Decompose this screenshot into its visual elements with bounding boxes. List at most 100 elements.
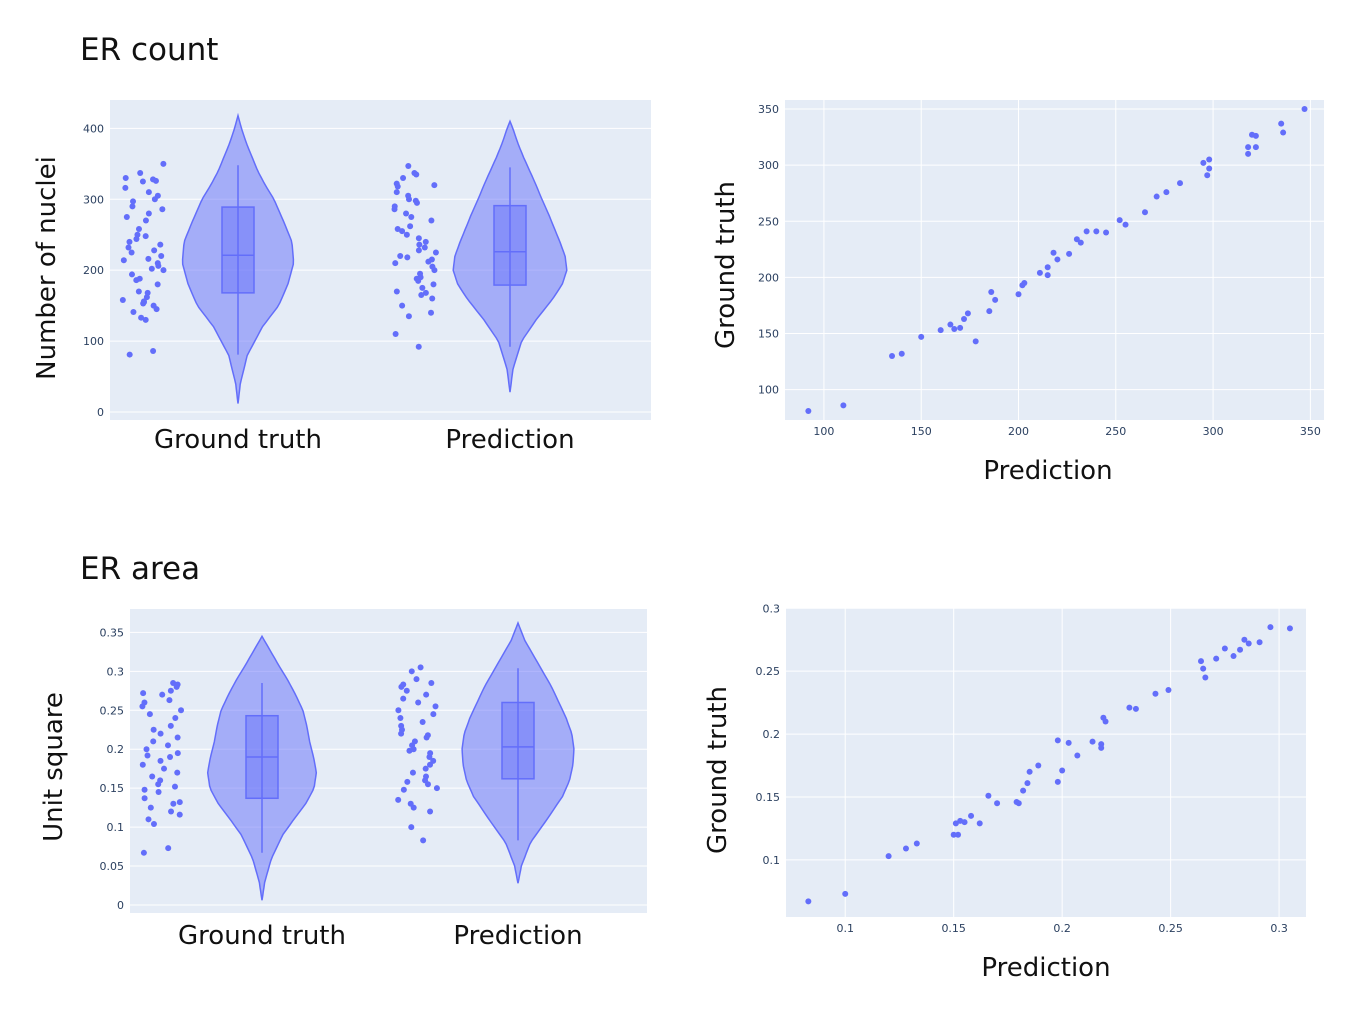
data-point: [420, 837, 427, 844]
data-point: [397, 715, 404, 722]
data-point: [395, 796, 402, 803]
y-tick-label: 0.1: [763, 854, 781, 867]
data-point: [1015, 291, 1022, 298]
data-point: [176, 799, 183, 806]
er-count-scatter-chart: 100 150 200 250 300 350 100 150 200 250 300 350 Pred…: [711, 100, 1324, 486]
data-point: [428, 309, 435, 316]
data-point: [1132, 705, 1139, 712]
x-category-label: Ground truth: [178, 921, 346, 951]
data-point: [1035, 762, 1042, 769]
data-point: [123, 214, 130, 220]
x-tick-label: 250: [1105, 425, 1126, 438]
data-point: [1065, 739, 1072, 746]
data-point: [151, 247, 158, 254]
plot-background: [786, 608, 1306, 917]
data-point: [150, 738, 157, 745]
x-tick-label: 300: [1203, 425, 1224, 438]
data-point: [429, 263, 436, 270]
data-point: [1021, 280, 1028, 287]
data-point: [138, 314, 145, 321]
data-point: [409, 769, 416, 776]
x-tick-label: 0.15: [941, 922, 966, 935]
data-point: [126, 351, 133, 358]
data-point: [952, 820, 959, 827]
data-point: [1103, 229, 1110, 236]
data-point: [142, 217, 149, 224]
data-point: [1026, 768, 1033, 775]
data-point: [157, 757, 164, 764]
data-point: [805, 408, 812, 415]
y-axis-label: Unit square: [39, 692, 69, 842]
data-point: [400, 681, 407, 688]
x-tick-label: 0.1: [836, 922, 854, 935]
data-point: [150, 302, 157, 309]
data-point: [143, 746, 150, 753]
y-tick-label: 150: [758, 328, 779, 341]
data-point: [167, 754, 174, 760]
y-tick-label: 100: [758, 384, 779, 397]
data-point: [172, 715, 179, 722]
y-axis-label: Ground truth: [703, 686, 733, 854]
data-point: [432, 703, 439, 710]
data-point: [1066, 250, 1073, 257]
data-point: [393, 189, 400, 196]
x-axis-label: Prediction: [981, 953, 1110, 983]
x-category-label: Prediction: [445, 425, 574, 455]
data-point: [428, 680, 435, 686]
data-point: [128, 249, 135, 256]
y-tick-label: 0: [97, 406, 104, 419]
er-area-violin-chart: 0 0.05 0.1 0.15 0.2 0.25 0.3 0.35 Ground truth Pr…: [39, 609, 647, 951]
data-point: [428, 217, 435, 224]
data-point: [423, 691, 430, 698]
data-point: [1198, 658, 1205, 665]
data-point: [154, 192, 161, 199]
data-point: [840, 402, 847, 409]
data-point: [122, 184, 129, 191]
data-point: [154, 260, 161, 267]
y-tick-label: 300: [758, 159, 779, 172]
data-point: [1165, 687, 1172, 694]
y-tick-label: 0: [117, 899, 124, 912]
data-point: [146, 711, 153, 718]
data-point: [391, 203, 398, 210]
data-point: [1206, 165, 1213, 172]
data-point: [1054, 737, 1061, 744]
data-point: [140, 298, 147, 305]
y-tick-label: 250: [758, 215, 779, 228]
x-tick-label: 0.3: [1270, 922, 1288, 935]
data-point: [395, 707, 402, 714]
data-point: [174, 750, 181, 757]
data-point: [393, 288, 400, 295]
data-point: [158, 253, 165, 259]
data-point: [149, 773, 156, 780]
y-tick-label: 0.35: [100, 626, 125, 639]
y-tick-label: 0.05: [100, 860, 125, 873]
data-point: [399, 302, 406, 309]
data-point: [1202, 674, 1209, 681]
y-tick-label: 400: [83, 122, 104, 135]
data-point: [1267, 624, 1274, 631]
data-point: [397, 253, 404, 259]
data-point: [150, 348, 157, 355]
data-point: [413, 676, 420, 683]
data-point: [415, 699, 422, 706]
y-tick-label: 0.1: [107, 821, 125, 834]
data-point: [430, 711, 437, 718]
data-point: [130, 309, 137, 316]
data-point: [1050, 249, 1057, 256]
data-point: [167, 722, 174, 729]
data-point: [145, 816, 152, 823]
data-point: [171, 783, 178, 790]
data-point: [142, 316, 149, 323]
y-tick-label: 350: [758, 103, 779, 116]
data-point: [139, 761, 146, 768]
data-point: [957, 324, 964, 331]
data-point: [145, 189, 152, 196]
data-point: [1054, 778, 1061, 785]
data-point: [424, 732, 431, 739]
data-point: [170, 800, 177, 807]
data-point: [1036, 269, 1043, 276]
data-point: [398, 722, 405, 729]
x-category-label: Ground truth: [154, 425, 322, 455]
data-point: [393, 180, 400, 187]
